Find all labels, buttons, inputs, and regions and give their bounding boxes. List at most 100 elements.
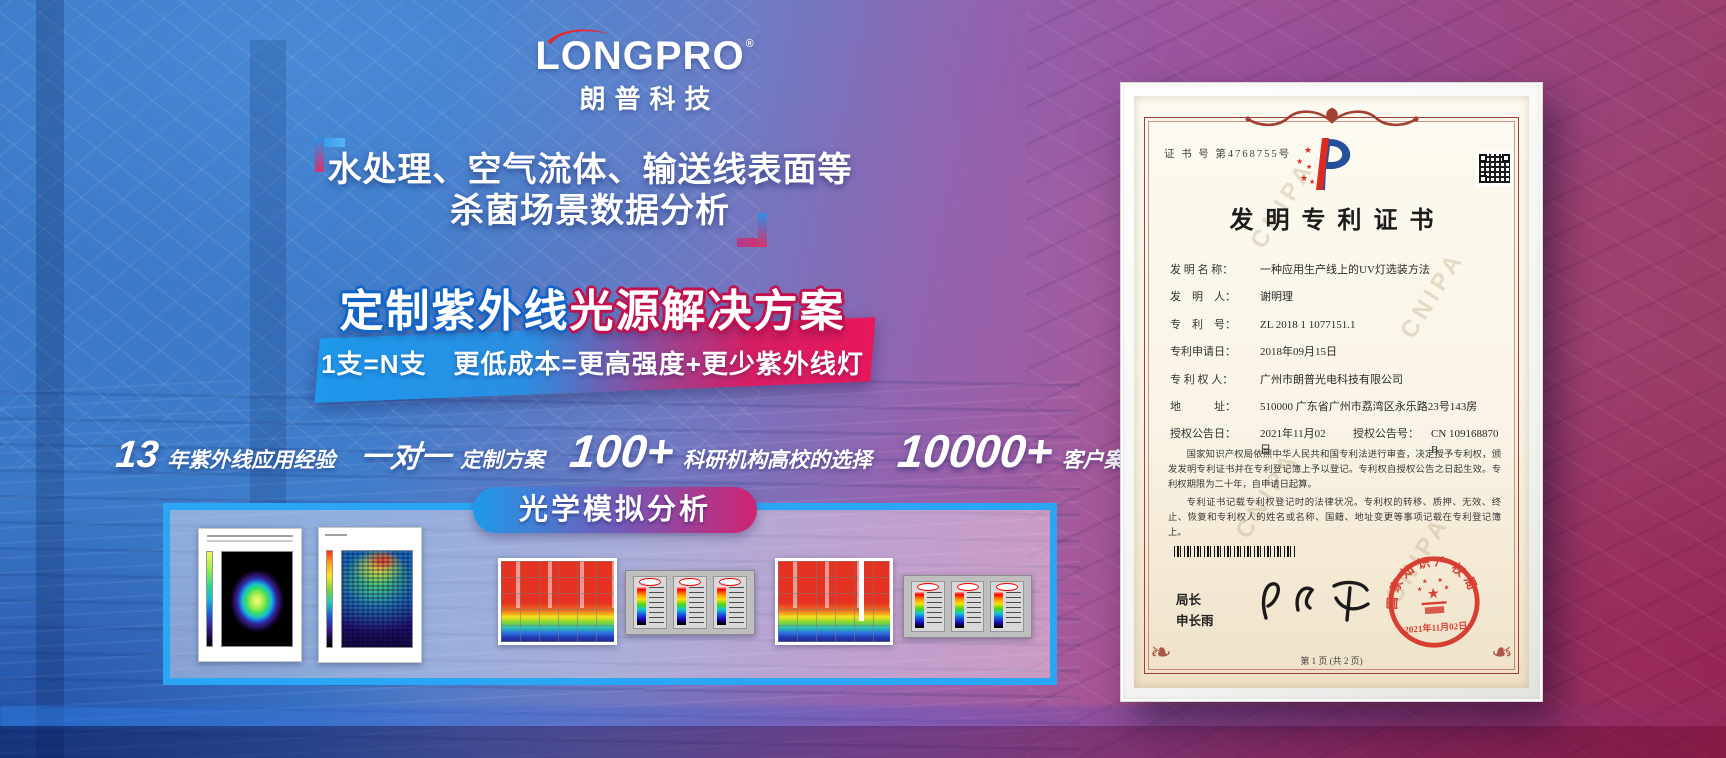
background-bottom-shade bbox=[0, 726, 1726, 758]
director-signature bbox=[1261, 580, 1370, 622]
registered-mark: ® bbox=[745, 38, 755, 50]
field-label: 专 利 号： bbox=[1170, 318, 1236, 331]
headline-line2: 杀菌场景数据分析 bbox=[450, 192, 730, 231]
svg-text:★: ★ bbox=[1309, 178, 1315, 186]
field-row: 专 利 号： ZL 2018 1 1077151.1 bbox=[1170, 317, 1503, 333]
uv-dose-heatmap-wide bbox=[775, 558, 893, 645]
certificate-number: 证 书 号 第4768755号 bbox=[1164, 149, 1292, 160]
chart-header-line bbox=[207, 535, 293, 537]
stat-experience: 13 年紫外线应用经验 bbox=[113, 434, 336, 477]
ribbon-title: 定制紫外线光源解决方案 bbox=[295, 286, 890, 338]
field-value: 谢明理 bbox=[1260, 291, 1293, 304]
corner-ornament-icon: ❧ bbox=[1150, 638, 1172, 667]
stat-label: 定制方案 bbox=[460, 449, 545, 472]
legend-colorbar bbox=[713, 576, 747, 629]
quote-bracket-open-icon bbox=[315, 138, 345, 172]
field-label: 授权公告号： bbox=[1353, 428, 1420, 441]
highlight-ellipse-icon bbox=[956, 583, 979, 591]
brand-wordmark: LONGPRO bbox=[535, 34, 745, 78]
barcode bbox=[1174, 546, 1296, 557]
stat-value: 100+ bbox=[567, 425, 677, 477]
svg-text:★: ★ bbox=[1416, 585, 1423, 593]
brand-logo: LONGPRO® 朗普科技 bbox=[535, 29, 755, 116]
chart-header-line bbox=[207, 540, 293, 542]
colorbar bbox=[326, 550, 333, 648]
stat-label: 科研机构高校的选择 bbox=[682, 449, 872, 472]
field-label: 专 利 权 人： bbox=[1170, 373, 1234, 386]
director-block: 局长 申长雨 bbox=[1176, 590, 1214, 632]
field-row: 专 利 权 人： 广州市朗普光电科技有限公司 bbox=[1170, 372, 1503, 388]
stats-row: 13 年紫外线应用经验 一对一 定制方案 100+ 科研机构高校的选择 1000… bbox=[113, 424, 1188, 478]
field-row: 地 址： 510000 广东省广州市荔湾区永乐路23号143房 bbox=[1170, 399, 1503, 415]
logo-swoosh-icon bbox=[548, 29, 609, 45]
svg-text:★: ★ bbox=[1437, 576, 1444, 584]
brand-name-chinese: 朗普科技 bbox=[579, 84, 720, 114]
field-value: 510000 广东省广州市荔湾区永乐路23号143房 bbox=[1260, 400, 1478, 413]
uv-dose-heatmap bbox=[498, 558, 617, 645]
stat-institutions: 100+ 科研机构高校的选择 bbox=[567, 424, 872, 478]
highlight-ellipse-icon bbox=[916, 583, 939, 591]
cnipa-logo-icon: ★ ★ ★ ★ ★ bbox=[1296, 138, 1351, 190]
chart-header-line bbox=[325, 534, 347, 536]
legend-colorbar bbox=[911, 581, 945, 632]
solution-ribbon: 定制紫外线光源解决方案 1支=N支 更低成本=更高强度+更少紫外线灯 bbox=[295, 286, 890, 403]
optical-simulation-panel: 光学模拟分析 bbox=[163, 487, 1057, 685]
svg-text:★: ★ bbox=[1304, 145, 1312, 155]
field-row: 专利申请日： 2018年09月15日 bbox=[1170, 344, 1503, 360]
legend-colorbar-panel-2 bbox=[903, 575, 1032, 638]
field-label: 发 明 人： bbox=[1170, 291, 1236, 304]
field-row: 发 明 名 称： 一种应用生产线上的UV灯选装方法 bbox=[1170, 262, 1503, 278]
headline-line1: 水处理、空气流体、输送线表面等 bbox=[327, 151, 853, 189]
brand-name: LONGPRO® bbox=[535, 36, 755, 76]
legend-colorbar bbox=[673, 576, 707, 629]
stat-one-on-one: 一对一 定制方案 bbox=[359, 432, 545, 476]
field-label: 专利申请日： bbox=[1170, 346, 1236, 359]
field-row: 发 明 人： 谢明理 bbox=[1170, 289, 1503, 305]
quote-bracket-close-icon bbox=[737, 212, 767, 247]
svg-text:2021年11月02日: 2021年11月02日 bbox=[1404, 620, 1468, 635]
svg-text:★: ★ bbox=[1426, 586, 1440, 603]
legal-paragraph-2: 专利证书记载专利权登记时的法律状况。专利权的转移、质押、无效、终止、恢复和专利权… bbox=[1168, 498, 1501, 539]
heatmap-plot bbox=[778, 561, 890, 642]
official-red-seal: 国家知识产权局 ★ ★ ★ ★ ★ 2021年11月02日 bbox=[1383, 551, 1482, 648]
svg-text:★: ★ bbox=[1296, 157, 1303, 166]
field-label: 发 明 名 称： bbox=[1170, 264, 1234, 276]
page-footer: 第 1 页 (共 2 页) bbox=[1300, 656, 1363, 666]
legal-text: 国家知识产权局依照中华人民共和国专利法进行审查，决定授予专利权，颁发发明专利证书… bbox=[1168, 448, 1501, 544]
svg-text:★: ★ bbox=[1300, 173, 1308, 183]
svg-text:★: ★ bbox=[1443, 583, 1450, 591]
field-value: CN 109168870 B bbox=[1431, 428, 1499, 457]
background-blue-band bbox=[0, 706, 1726, 728]
svg-text:★: ★ bbox=[1422, 577, 1429, 585]
field-value: 广州市朗普光电科技有限公司 bbox=[1260, 373, 1403, 386]
director-title: 局长 bbox=[1176, 593, 1202, 607]
legend-colorbar bbox=[990, 581, 1025, 632]
highlight-ellipse-icon bbox=[639, 578, 661, 586]
stat-value: 一对一 bbox=[359, 441, 453, 474]
field-value: 一种应用生产线上的UV灯选装方法 bbox=[1260, 264, 1430, 276]
stat-label: 年紫外线应用经验 bbox=[167, 449, 336, 472]
noise-intensity-map bbox=[318, 527, 422, 663]
director-name: 申长雨 bbox=[1176, 614, 1214, 628]
panel-gap bbox=[858, 561, 864, 621]
legal-paragraph-1: 国家知识产权局依照中华人民共和国专利法进行审查，决定授予专利权，颁发发明专利证书… bbox=[1168, 450, 1501, 491]
field-value: 2018年09月15日 bbox=[1260, 346, 1337, 359]
ornamental-flourish-icon bbox=[1244, 107, 1419, 127]
legend-colorbar bbox=[950, 581, 985, 632]
patent-certificate-frame: CNIPA CNIPA CNIPA CNIPA ❧ ❧ 证 书 号 第47687… bbox=[1120, 82, 1543, 702]
qr-code bbox=[1476, 151, 1513, 186]
patent-certificate-paper: CNIPA CNIPA CNIPA CNIPA ❧ ❧ 证 书 号 第47687… bbox=[1134, 96, 1529, 688]
highlight-ellipse-icon bbox=[996, 583, 1019, 591]
field-value: 2021年11月02日 bbox=[1260, 428, 1326, 457]
contour-plot bbox=[221, 551, 293, 647]
certificate-title: 发明专利证书 bbox=[1229, 208, 1446, 234]
field-label: 授权公告日： bbox=[1170, 428, 1236, 441]
stat-value: 13 bbox=[113, 434, 161, 476]
headline: 水处理、空气流体、输送线表面等 杀菌场景数据分析 bbox=[295, 138, 885, 247]
field-label: 地 址： bbox=[1170, 400, 1236, 413]
certificate-fields: 发 明 名 称： 一种应用生产线上的UV灯选装方法 发 明 人： 谢明理 专 利 号… bbox=[1170, 262, 1503, 470]
grant-row: 授权公告日： 2021年11月02日 授权公告号： CN 109168870 B bbox=[1170, 426, 1503, 458]
svg-text:★: ★ bbox=[1306, 163, 1312, 171]
optical-panel-title: 光学模拟分析 bbox=[473, 487, 757, 533]
highlight-ellipse-icon bbox=[719, 578, 741, 586]
